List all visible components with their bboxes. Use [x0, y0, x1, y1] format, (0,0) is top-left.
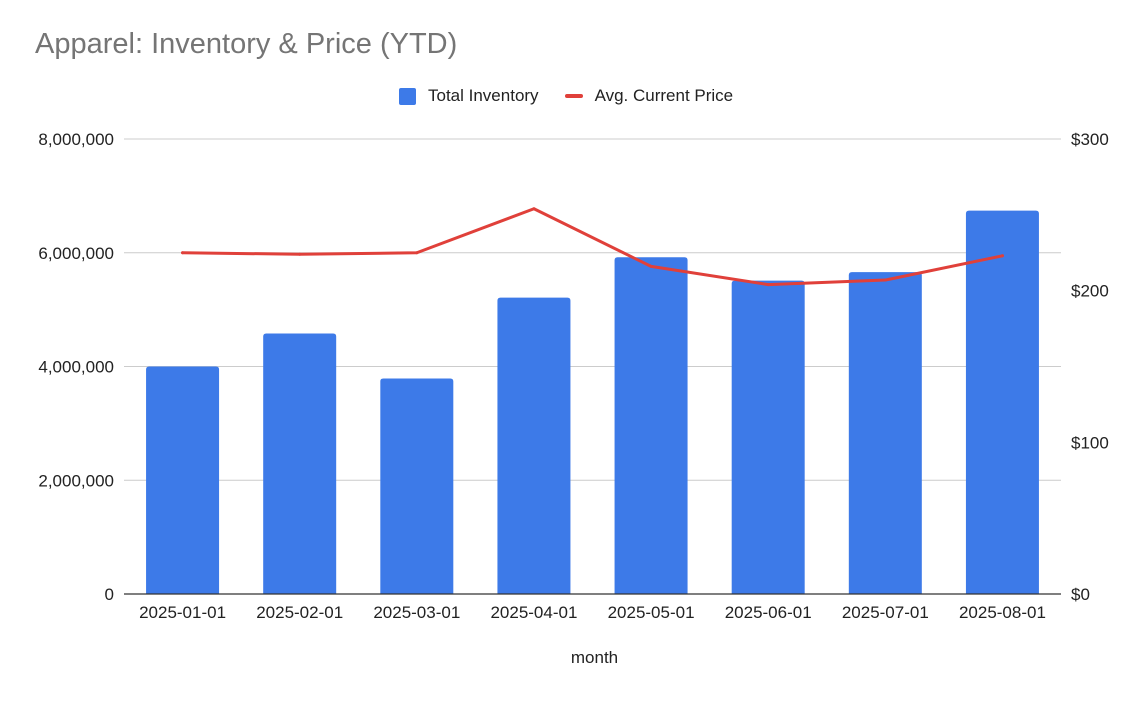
left-tick-label: 0	[105, 585, 114, 604]
left-tick-label: 4,000,000	[38, 358, 114, 377]
x-tick-label: 2025-01-01	[139, 603, 226, 622]
price-point	[766, 283, 770, 287]
bar	[497, 297, 571, 594]
right-tick-label: $300	[1071, 130, 1109, 149]
price-line	[181, 207, 1004, 287]
bar	[380, 378, 454, 594]
price-point	[181, 251, 185, 255]
x-tick-label: 2025-07-01	[842, 603, 929, 622]
legend-label-inventory: Total Inventory	[428, 86, 539, 105]
left-tick-label: 2,000,000	[38, 471, 114, 490]
legend-item-price: Avg. Current Price	[564, 86, 734, 106]
x-tick-label: 2025-03-01	[373, 603, 460, 622]
legend: Total Inventory Avg. Current Price	[399, 86, 759, 106]
legend-item-inventory: Total Inventory	[399, 86, 539, 106]
x-tick-label: 2025-04-01	[490, 603, 577, 622]
bar	[614, 257, 688, 594]
right-tick-label: $100	[1071, 433, 1109, 452]
axis-labels: month 0 2,000,000 4,000,000 6,000,000 8,000,…	[38, 130, 1108, 667]
x-tick-label: 2025-08-01	[959, 603, 1046, 622]
bar-series	[146, 210, 1039, 594]
price-point	[883, 278, 887, 282]
bar	[848, 272, 922, 594]
bar	[731, 280, 805, 594]
x-tick-label: 2025-05-01	[608, 603, 695, 622]
right-tick-label: $200	[1071, 282, 1109, 301]
legend-label-price: Avg. Current Price	[594, 86, 734, 105]
price-point	[415, 251, 419, 255]
legend-swatch-price	[564, 94, 583, 98]
x-axis-title: month	[571, 648, 618, 667]
left-tick-label: 8,000,000	[38, 130, 114, 149]
x-tick-label: 2025-02-01	[256, 603, 343, 622]
price-point	[298, 252, 302, 256]
chart-title: Apparel: Inventory & Price (YTD)	[35, 28, 458, 60]
price-point	[649, 264, 653, 268]
price-point	[532, 207, 536, 211]
bar	[965, 210, 1039, 594]
right-tick-label: $0	[1071, 585, 1090, 604]
price-point	[1000, 254, 1004, 258]
legend-swatch-inventory	[399, 87, 416, 105]
left-tick-label: 6,000,000	[38, 244, 114, 263]
x-tick-label: 2025-06-01	[725, 603, 812, 622]
bar	[263, 333, 337, 594]
bar	[146, 366, 220, 594]
line-series	[181, 207, 1004, 287]
